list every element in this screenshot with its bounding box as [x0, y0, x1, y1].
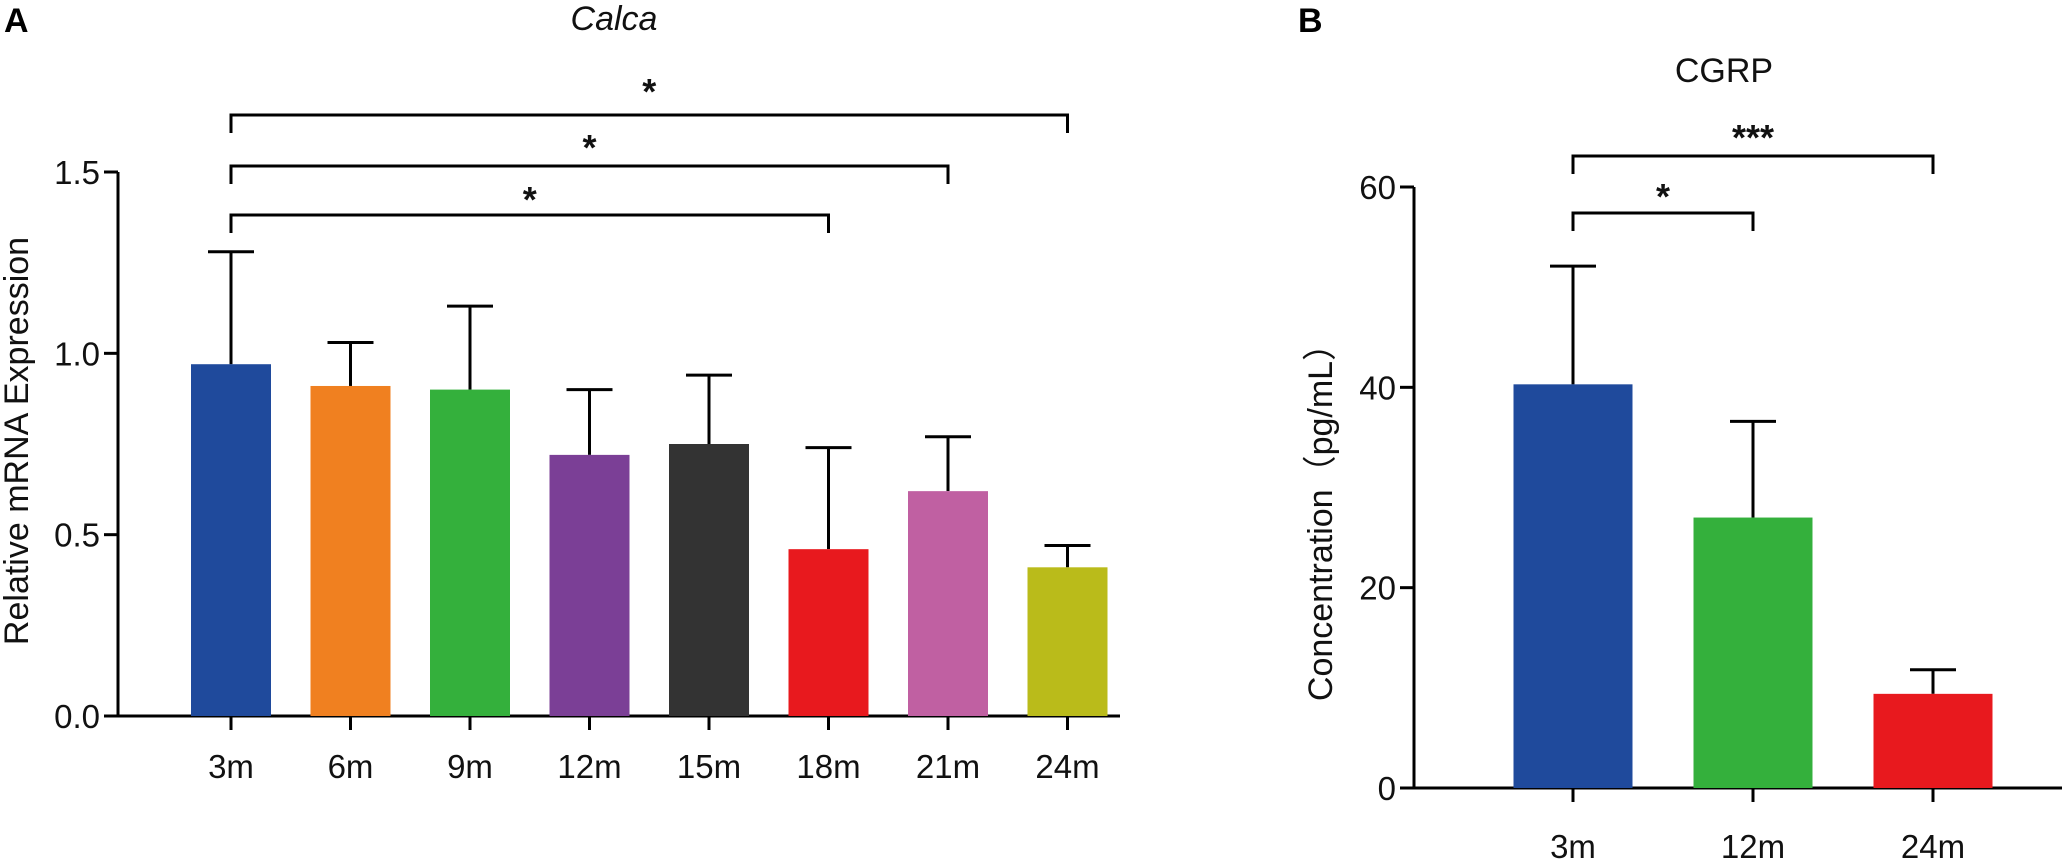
chart-a-bar-9m	[430, 389, 510, 716]
chart-a-x-tick-label: 12m	[557, 748, 621, 785]
chart-b-x-tick-label: 3m	[1550, 828, 1596, 864]
chart-b-cgrp: CGRP Concentration（pg/mL） 0 20 40 60 3m 12m 24…	[1302, 52, 2062, 864]
chart-a-bar-6m	[310, 385, 391, 716]
chart-b-y-tick-label: 60	[1359, 169, 1396, 206]
chart-a-x-tick-label: 15m	[677, 748, 741, 785]
chart-a-significance-label: *	[582, 127, 596, 168]
chart-b-bar-12m	[1693, 517, 1813, 788]
chart-a-significance-bracket	[229, 164, 950, 184]
chart-a-x-tick-label: 9m	[447, 748, 493, 785]
chart-a-significance-bracket	[229, 213, 830, 233]
chart-a-x-tick-label: 6m	[328, 748, 374, 785]
chart-a-y-tick-label: 0.5	[54, 517, 100, 554]
chart-b-bar-24m	[1873, 693, 1993, 788]
chart-a-x-tick-label: 3m	[208, 748, 254, 785]
chart-a-bar-18m	[788, 549, 869, 716]
chart-a-x-tick-label: 24m	[1035, 748, 1099, 785]
chart-a-bar-12m	[549, 454, 630, 716]
chart-a-y-tick-label: 1.0	[54, 335, 100, 372]
chart-a-y-tick-label: 1.5	[54, 154, 100, 191]
panel-label-a: A	[4, 2, 29, 40]
chart-b-title: CGRP	[1675, 52, 1773, 90]
chart-a-significance-label: *	[642, 71, 656, 112]
chart-b-significance-bracket	[1571, 211, 1755, 231]
chart-a-y-tick-label: 0.0	[54, 698, 100, 735]
chart-b-significance-label: *	[1656, 176, 1670, 217]
chart-a-bar-21m	[908, 491, 988, 716]
chart-b-significance-label: ***	[1732, 117, 1774, 158]
chart-b-y-tick-label: 40	[1359, 369, 1396, 406]
chart-a-title: Calca	[571, 0, 658, 38]
chart-b-y-tick-label: 0	[1378, 770, 1396, 807]
chart-b-bar-3m	[1513, 384, 1633, 788]
chart-b-x-tick-label: 12m	[1721, 828, 1785, 864]
chart-b-significance-bracket	[1571, 154, 1935, 174]
chart-a-significance-bracket	[229, 113, 1069, 133]
chart-b-y-tick-label: 20	[1359, 570, 1396, 607]
chart-a-calca: Calca Relative mRNA Expression 0.0 0.5 1.0…	[0, 0, 1120, 785]
chart-a-bar-3m	[191, 364, 271, 716]
chart-a-bar-15m	[669, 444, 749, 716]
chart-a-bar-24m	[1027, 567, 1108, 716]
chart-b-y-axis-title: Concentration（pg/mL）	[1302, 327, 1340, 701]
chart-b-x-tick-label: 24m	[1901, 828, 1965, 864]
chart-a-x-tick-label: 21m	[916, 748, 980, 785]
panel-label-b: B	[1298, 2, 1323, 40]
chart-a-significance-label: *	[523, 179, 537, 220]
chart-a-x-tick-label: 18m	[796, 748, 860, 785]
chart-a-y-axis-title: Relative mRNA Expression	[0, 237, 36, 645]
